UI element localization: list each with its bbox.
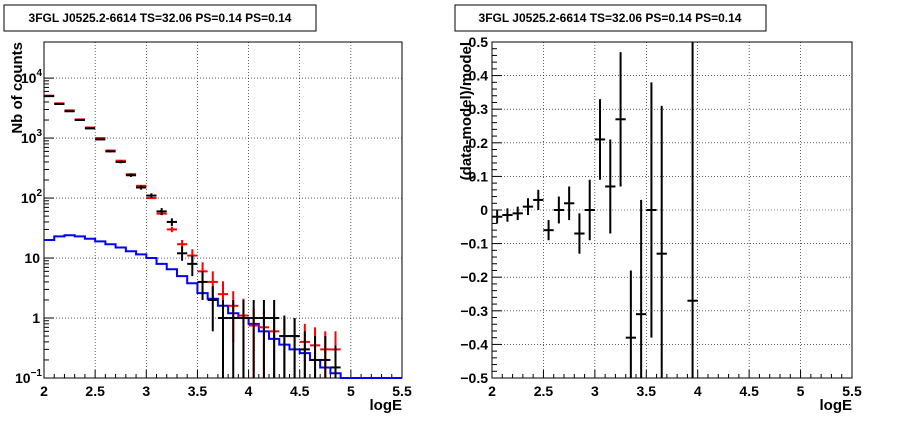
right-y-tick-label: −0.5	[460, 370, 488, 386]
right-x-axis-label: logE	[820, 397, 853, 414]
left-y-tick-label: 1	[32, 310, 40, 326]
left-title-box	[3, 4, 317, 32]
right-axis-ticks	[491, 41, 853, 379]
source-model-series	[44, 234, 402, 379]
left-x-tick-label: 3	[142, 383, 150, 399]
right-y-tick-label: −0.2	[460, 269, 488, 285]
right-y-tick-label: −0.3	[460, 303, 488, 319]
right-y-tick-label: 0.5	[469, 34, 489, 50]
right-gridlines	[492, 42, 852, 378]
right-x-tick-label: 3.5	[637, 383, 657, 399]
right-y-tick-label: 0.2	[469, 135, 489, 151]
right-title-box	[454, 4, 767, 32]
left-x-tick-label: 5.5	[392, 383, 412, 399]
right-chart-title: 3FGL J0525.2-6614 TS=32.06 PS=0.14 PS=0.…	[479, 11, 742, 25]
left-y-axis-label: Nb of counts	[9, 42, 26, 134]
left-y-tick-label: 102	[21, 188, 43, 206]
right-y-tick-label: −0.4	[460, 336, 488, 352]
right-y-tick-label: −0.1	[460, 236, 488, 252]
residual-series	[492, 42, 698, 378]
source-model-step-line	[44, 234, 402, 379]
left-x-tick-label: 2	[40, 383, 48, 399]
right-y-tick-label: 0.1	[469, 168, 489, 184]
right-tick-labels: 2 2.5 3 3.5 4 4.5 5 5.5 −0.5 −0.4 −0.3 −0.2 −0.1 0 0.1…	[460, 34, 862, 399]
left-x-tick-label: 3.5	[188, 383, 208, 399]
left-x-tick-label: 4	[245, 383, 253, 399]
right-y-tick-label: 0.3	[469, 101, 489, 117]
right-y-tick-label: 0	[480, 202, 488, 218]
left-x-tick-label: 5	[347, 383, 355, 399]
right-x-tick-label: 5.5	[842, 383, 862, 399]
left-x-tick-label: 4.5	[290, 383, 310, 399]
left-axis-ticks	[43, 77, 403, 379]
right-x-tick-label: 2.5	[534, 383, 554, 399]
left-x-axis-label: logE	[370, 397, 403, 414]
left-chart-title: 3FGL J0525.2-6614 TS=32.06 PS=0.14 PS=0.…	[29, 11, 292, 25]
right-panel: 2 2.5 3 3.5 4 4.5 5 5.5 −0.5 −0.4 −0.3 −0.2 −0.1 0 0.1…	[454, 4, 862, 414]
right-x-tick-label: 5	[797, 383, 805, 399]
right-x-tick-label: 3	[591, 383, 599, 399]
left-x-tick-label: 2.5	[85, 383, 105, 399]
right-y-tick-label: 0.4	[469, 68, 489, 84]
left-y-tick-label: 10−1	[15, 368, 42, 386]
right-y-axis-label: (data-model)/model	[458, 42, 475, 180]
right-x-tick-label: 4.5	[739, 383, 759, 399]
observed-data-series	[44, 95, 341, 378]
right-x-tick-label: 2	[488, 383, 496, 399]
right-x-tick-label: 4	[694, 383, 702, 399]
left-y-tick-label: 10	[24, 250, 40, 266]
